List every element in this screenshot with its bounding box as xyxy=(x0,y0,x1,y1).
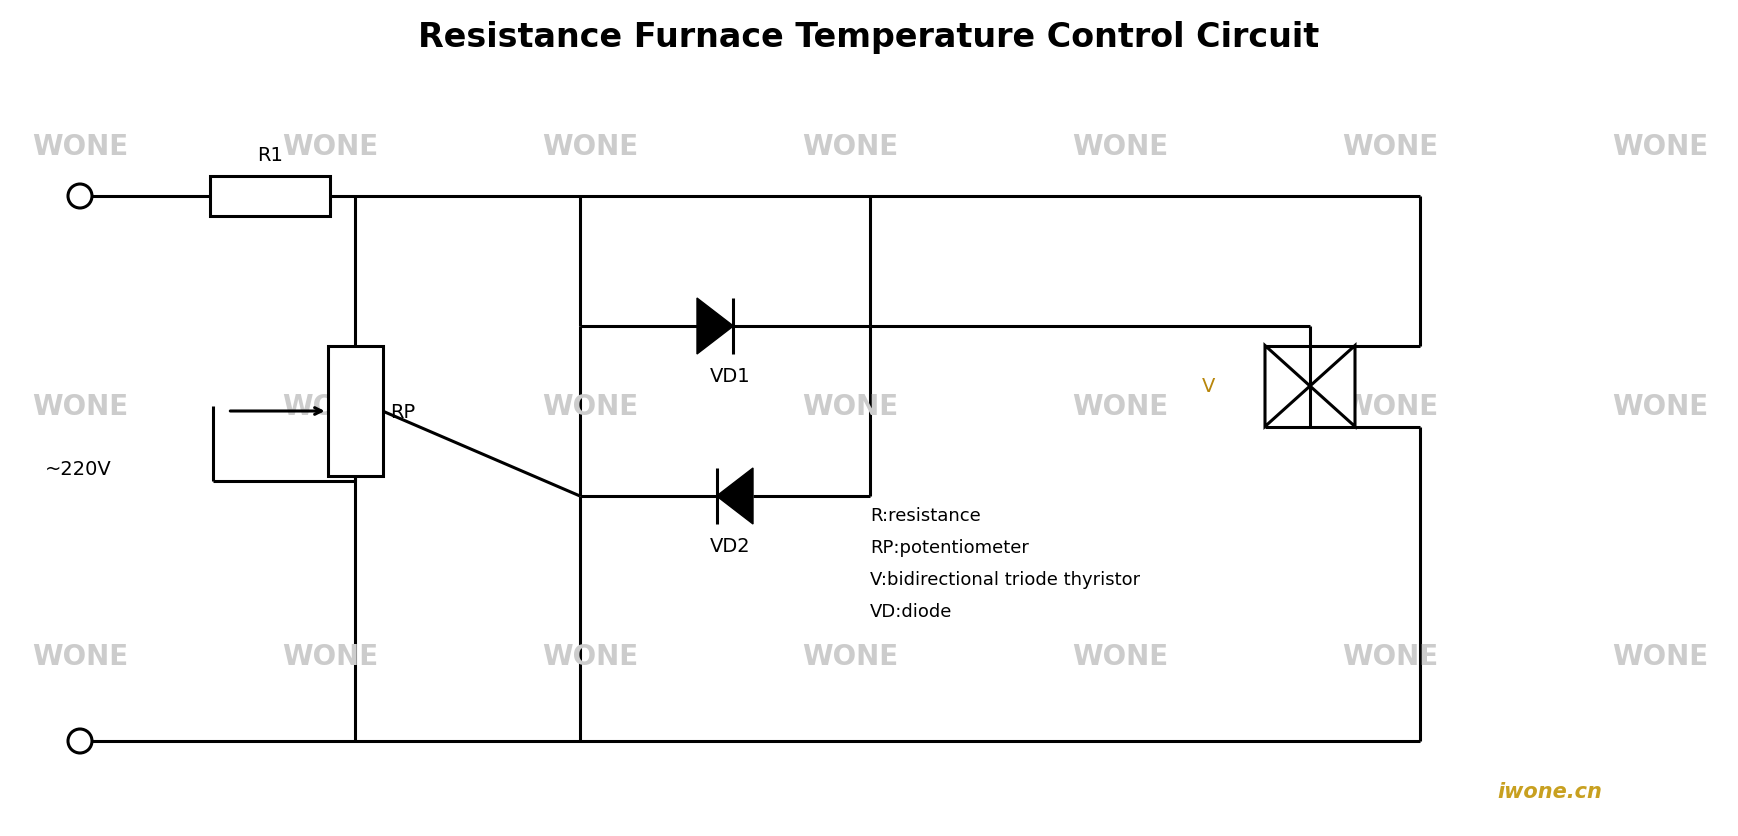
Text: WONE: WONE xyxy=(801,393,899,421)
Text: WONE: WONE xyxy=(1342,393,1437,421)
Text: WONE: WONE xyxy=(801,642,899,670)
Bar xyxy=(327,347,382,477)
Text: WONE: WONE xyxy=(1342,642,1437,670)
Text: Resistance Furnace Temperature Control Circuit: Resistance Furnace Temperature Control C… xyxy=(419,20,1319,54)
Text: VD2: VD2 xyxy=(709,537,751,555)
Text: WONE: WONE xyxy=(282,642,379,670)
Text: WONE: WONE xyxy=(1072,133,1168,161)
Text: WONE: WONE xyxy=(542,393,638,421)
Text: WONE: WONE xyxy=(542,133,638,161)
Polygon shape xyxy=(1265,346,1310,427)
Text: VD1: VD1 xyxy=(709,366,751,385)
Text: ~220V: ~220V xyxy=(45,460,111,478)
Bar xyxy=(210,176,330,217)
Text: WONE: WONE xyxy=(1342,133,1437,161)
Polygon shape xyxy=(1310,346,1356,427)
Text: WONE: WONE xyxy=(282,133,379,161)
Polygon shape xyxy=(697,298,733,354)
Text: WONE: WONE xyxy=(1611,133,1708,161)
Text: R:resistance
RP:potentiometer
V:bidirectional triode thyristor
VD:diode: R:resistance RP:potentiometer V:bidirect… xyxy=(871,507,1140,620)
Text: RP: RP xyxy=(391,402,415,421)
Text: WONE: WONE xyxy=(1611,393,1708,421)
Text: WONE: WONE xyxy=(801,133,899,161)
Text: WONE: WONE xyxy=(282,393,379,421)
Text: iwone.cn: iwone.cn xyxy=(1498,781,1602,801)
Polygon shape xyxy=(716,468,753,524)
Text: WONE: WONE xyxy=(1611,642,1708,670)
Text: WONE: WONE xyxy=(31,133,129,161)
Text: WONE: WONE xyxy=(1072,393,1168,421)
Text: V: V xyxy=(1201,377,1215,396)
Text: WONE: WONE xyxy=(542,642,638,670)
Text: WONE: WONE xyxy=(1072,642,1168,670)
Text: WONE: WONE xyxy=(31,393,129,421)
Text: WONE: WONE xyxy=(31,642,129,670)
Text: R1: R1 xyxy=(257,145,283,165)
